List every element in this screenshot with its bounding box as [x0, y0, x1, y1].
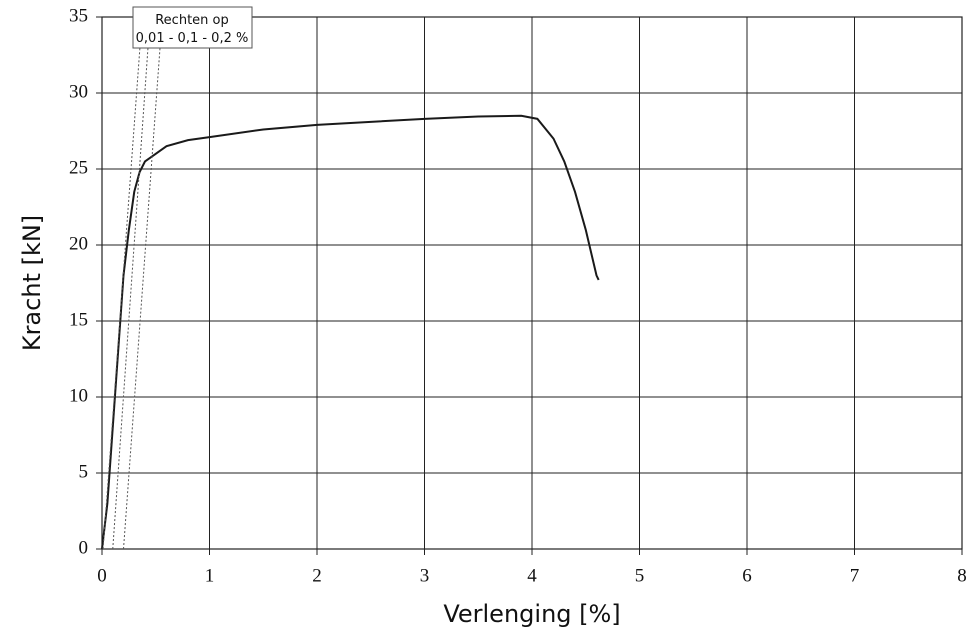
x-tick-label: 0	[97, 565, 107, 586]
y-tick-label: 20	[69, 233, 88, 254]
y-tick-label: 5	[79, 461, 89, 482]
x-tick-label: 8	[957, 565, 967, 586]
offset-line	[112, 47, 149, 550]
annotation: Rechten op	[155, 13, 229, 28]
y-tick-label: 30	[69, 81, 88, 102]
x-tick-label: 6	[742, 565, 752, 586]
annotation: 0,01 - 0,1 - 0,2 %	[136, 31, 249, 46]
y-tick-label: 35	[69, 5, 88, 26]
x-axis-title: Verlenging [%]	[443, 600, 620, 628]
y-axis-title: Kracht [kN]	[18, 215, 46, 351]
y-tick-label: 0	[79, 537, 89, 558]
x-tick-label: 3	[420, 565, 430, 586]
y-tick-label: 25	[69, 157, 88, 178]
y-tick-label: 10	[69, 385, 88, 406]
annotation-box	[132, 6, 253, 49]
curve	[101, 114, 600, 550]
x-tick-label: 4	[527, 565, 537, 586]
x-tick-label: 7	[850, 565, 860, 586]
x-tick-label: 2	[312, 565, 322, 586]
x-tick-label: 1	[205, 565, 215, 586]
y-tick-label: 15	[69, 309, 88, 330]
x-tick-label: 5	[635, 565, 645, 586]
plot-frame	[101, 16, 963, 550]
offset-line	[123, 47, 161, 550]
